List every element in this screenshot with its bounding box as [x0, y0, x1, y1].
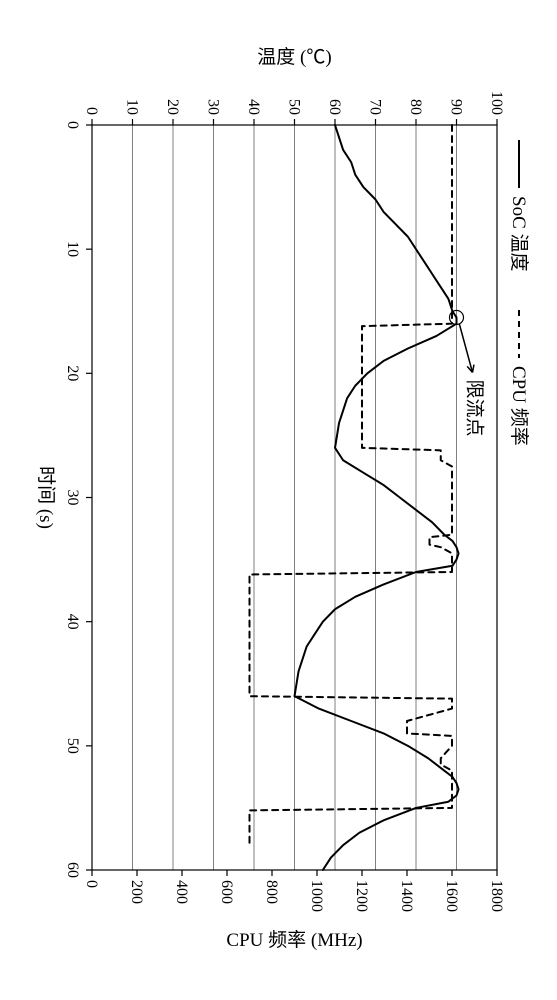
- ytick-label-left: 40: [245, 99, 262, 115]
- xtick-label: 30: [64, 490, 81, 506]
- y-axis-label-right: CPU 频率 (MHz): [226, 929, 362, 951]
- legend-label: CPU 频率: [508, 366, 530, 446]
- xtick-label: 10: [64, 241, 81, 257]
- ytick-label-left: 10: [124, 99, 141, 115]
- ytick-label-right: 800: [263, 880, 280, 904]
- ytick-label-right: 1400: [398, 880, 415, 912]
- ytick-label-left: 70: [367, 99, 384, 115]
- ytick-label-left: 30: [205, 99, 222, 115]
- xtick-label: 20: [64, 365, 81, 381]
- legend-label: SoC 温度: [508, 196, 530, 272]
- xtick-label: 60: [64, 862, 81, 878]
- ytick-label-left: 0: [83, 107, 100, 115]
- y-axis-label-left: 温度 (℃): [257, 46, 331, 68]
- ytick-label-right: 1800: [488, 880, 505, 912]
- ytick-label-right: 600: [218, 880, 235, 904]
- annotation-label: 限流点: [464, 379, 486, 436]
- ytick-label-right: 400: [173, 880, 190, 904]
- ytick-label-left: 20: [164, 99, 181, 115]
- chart-bg: [0, 0, 557, 1000]
- ytick-label-left: 80: [407, 99, 424, 115]
- ytick-label-right: 200: [128, 880, 145, 904]
- xtick-label: 40: [64, 614, 81, 630]
- ytick-label-left: 100: [488, 91, 505, 115]
- dual-axis-line-chart: 0102030405060708090100020040060080010001…: [0, 0, 557, 1000]
- x-axis-label: 时间 (s): [35, 466, 57, 529]
- ytick-label-left: 60: [326, 99, 343, 115]
- xtick-label: 0: [64, 121, 81, 129]
- ytick-label-right: 1000: [308, 880, 325, 912]
- ytick-label-left: 50: [286, 99, 303, 115]
- ytick-label-right: 1600: [443, 880, 460, 912]
- ytick-label-right: 0: [83, 880, 100, 888]
- ytick-label-right: 1200: [353, 880, 370, 912]
- xtick-label: 50: [64, 738, 81, 754]
- ytick-label-left: 90: [448, 99, 465, 115]
